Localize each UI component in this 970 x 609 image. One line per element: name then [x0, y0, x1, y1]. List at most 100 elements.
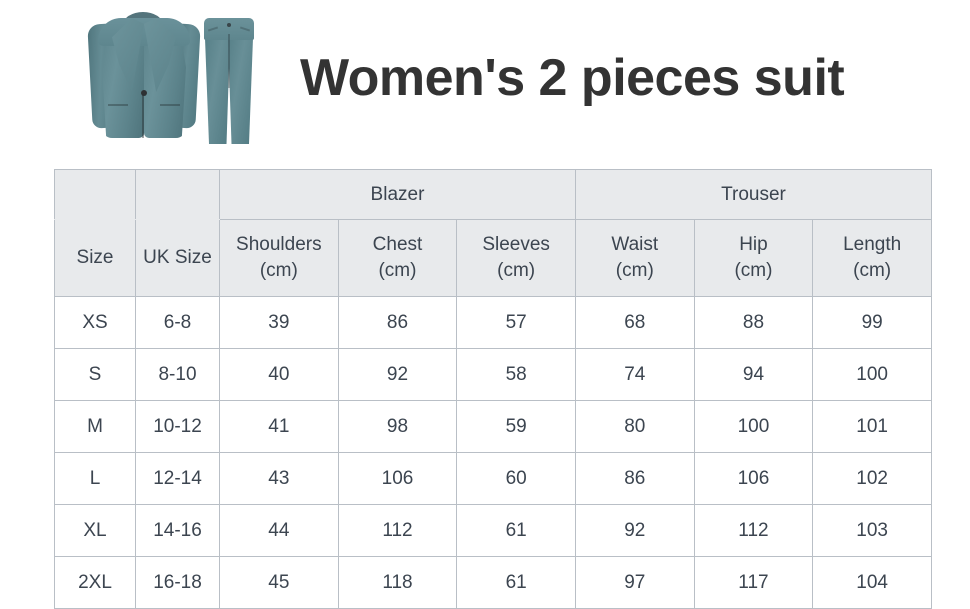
column-header-uk-size: UK Size	[135, 219, 220, 297]
cell-hip: 94	[693, 348, 814, 401]
cell-chest: 92	[337, 348, 458, 401]
trouser-left-leg	[205, 38, 230, 144]
cell-size: XL	[54, 504, 136, 557]
column-header-chest-label: Chest	[372, 234, 423, 256]
page-title: Women's 2 pieces suit	[300, 49, 845, 107]
column-header-shoulders-unit: (cm)	[259, 260, 298, 281]
table-row: S 8-10 40 92 58 74 94 100	[54, 348, 932, 401]
cell-sleeves: 61	[456, 504, 576, 557]
cell-uk_size: 16-18	[135, 556, 220, 609]
table-row: XS 6-8 39 86 57 68 88 99	[54, 296, 932, 349]
cell-waist: 92	[574, 504, 695, 557]
column-header-shoulders: Shoulders (cm)	[219, 219, 339, 297]
cell-size: XS	[54, 296, 136, 349]
column-header-sleeves-unit: (cm)	[497, 260, 536, 281]
blazer-illustration	[87, 10, 201, 142]
cell-size: S	[54, 348, 136, 401]
trouser-fly	[228, 34, 230, 88]
column-header-chest-unit: (cm)	[378, 260, 417, 281]
cell-uk_size: 14-16	[135, 504, 220, 557]
cell-waist: 80	[574, 400, 695, 453]
cell-chest: 118	[337, 556, 458, 609]
group-header-trouser: Trouser	[574, 169, 933, 220]
cell-length: 104	[812, 556, 932, 609]
column-header-hip: Hip (cm)	[693, 219, 814, 297]
column-header-uk-size-label: UK Size	[143, 247, 212, 269]
group-header-blank-size	[54, 169, 136, 220]
column-header-sleeves-label: Sleeves	[482, 234, 550, 256]
cell-shoulders: 44	[219, 504, 339, 557]
cell-waist: 86	[574, 452, 695, 505]
table-group-header-row: Blazer Trouser	[54, 169, 933, 220]
cell-chest: 86	[337, 296, 458, 349]
cell-sleeves: 57	[456, 296, 576, 349]
cell-chest: 112	[337, 504, 458, 557]
cell-waist: 74	[574, 348, 695, 401]
column-header-shoulders-label: Shoulders	[236, 234, 322, 256]
cell-length: 102	[812, 452, 932, 505]
cell-uk_size: 8-10	[135, 348, 220, 401]
cell-waist: 68	[574, 296, 695, 349]
table-body: XS 6-8 39 86 57 68 88 99 S 8-10 40 92 58 74 94 100 M 10-1…	[54, 296, 932, 609]
cell-sleeves: 59	[456, 400, 576, 453]
table-column-header-row: Size UK Size Shoulders (cm) Chest (cm) S…	[54, 219, 932, 297]
blazer-shoulder	[98, 18, 190, 46]
table-row: L 12-14 43 106 60 86 106 102	[54, 452, 932, 505]
cell-sleeves: 61	[456, 556, 576, 609]
cell-length: 99	[812, 296, 932, 349]
column-header-chest: Chest (cm)	[337, 219, 458, 297]
trouser-right-leg	[228, 38, 253, 144]
cell-uk_size: 6-8	[135, 296, 220, 349]
cell-hip: 88	[693, 296, 814, 349]
column-header-sleeves: Sleeves (cm)	[456, 219, 576, 297]
trouser-waistband	[204, 18, 254, 40]
blazer-button-icon	[141, 90, 147, 96]
cell-length: 103	[812, 504, 932, 557]
cell-hip: 106	[693, 452, 814, 505]
cell-chest: 106	[337, 452, 458, 505]
trouser-button-icon	[227, 23, 231, 27]
column-header-size-label: Size	[76, 247, 114, 269]
cell-chest: 98	[337, 400, 458, 453]
column-header-length: Length (cm)	[812, 219, 932, 297]
blazer-right-pocket	[160, 104, 180, 106]
column-header-waist-unit: (cm)	[615, 260, 654, 281]
cell-shoulders: 39	[219, 296, 339, 349]
cell-waist: 97	[574, 556, 695, 609]
column-header-waist-label: Waist	[611, 234, 659, 256]
blazer-placket	[142, 94, 144, 138]
trouser-illustration	[200, 18, 258, 144]
size-chart-table: Blazer Trouser Size UK Size Shoulders (c…	[54, 169, 933, 609]
cell-size: 2XL	[54, 556, 136, 609]
cell-uk_size: 10-12	[135, 400, 220, 453]
cell-size: M	[54, 400, 136, 453]
cell-length: 100	[812, 348, 932, 401]
cell-hip: 112	[693, 504, 814, 557]
column-header-hip-label: Hip	[739, 234, 768, 256]
cell-hip: 100	[693, 400, 814, 453]
column-header-hip-unit: (cm)	[734, 260, 773, 281]
cell-hip: 117	[693, 556, 814, 609]
cell-uk_size: 12-14	[135, 452, 220, 505]
table-row: XL 14-16 44 112 61 92 112 103	[54, 504, 932, 557]
cell-length: 101	[812, 400, 932, 453]
cell-size: L	[54, 452, 136, 505]
table-row: 2XL 16-18 45 118 61 97 117 104	[54, 556, 932, 609]
product-image	[87, 6, 263, 146]
column-header-length-label: Length	[843, 234, 902, 256]
header-area: Women's 2 pieces suit	[0, 0, 970, 160]
column-header-length-unit: (cm)	[853, 260, 892, 281]
group-header-blazer: Blazer	[219, 169, 576, 220]
column-header-waist: Waist (cm)	[574, 219, 695, 297]
cell-sleeves: 60	[456, 452, 576, 505]
cell-sleeves: 58	[456, 348, 576, 401]
cell-shoulders: 41	[219, 400, 339, 453]
column-header-size: Size	[54, 219, 136, 297]
blazer-left-pocket	[108, 104, 128, 106]
group-header-blank-uk	[135, 169, 220, 220]
table-row: M 10-12 41 98 59 80 100 101	[54, 400, 932, 453]
table-head: Blazer Trouser Size UK Size Shoulders (c…	[54, 169, 933, 297]
cell-shoulders: 45	[219, 556, 339, 609]
cell-shoulders: 43	[219, 452, 339, 505]
cell-shoulders: 40	[219, 348, 339, 401]
